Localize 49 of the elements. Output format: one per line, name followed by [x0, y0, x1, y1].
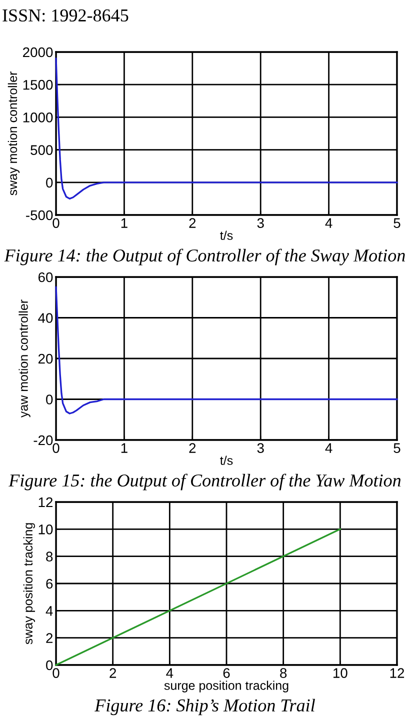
x-tick-label: 0 [52, 668, 60, 678]
text: Figure 15: the Output of Controller of the Yaw Motion [8, 474, 401, 490]
x-tick-label: 4 [325, 443, 332, 453]
y-tick-label: 4 [46, 606, 53, 616]
x-axis-title: surge position tracking [164, 680, 288, 692]
y-tick-label: 2000 [23, 47, 53, 58]
y-tick-label: 0 [46, 394, 53, 404]
y-tick-label: 0 [46, 178, 53, 188]
y-tick-label: 0 [46, 660, 53, 670]
x-tick-label: 1 [121, 218, 128, 228]
x-tick-label: 1 [121, 443, 128, 453]
text: Figure 14: the Output of Controller of the Sway Motion [4, 248, 405, 266]
y-tick-label: 40 [38, 313, 53, 323]
x-tick-label: 8 [280, 668, 287, 678]
line-series [55, 58, 398, 200]
y-tick-label: 6 [46, 578, 53, 589]
y-tick-label: 10 [38, 524, 53, 534]
text: ISSN: 1992-8645 [2, 9, 128, 22]
x-tick-label: 2 [189, 218, 196, 228]
x-tick-label: 5 [394, 443, 400, 453]
y-tick-label: -500 [26, 210, 53, 220]
x-axis-title: t/s [220, 230, 233, 240]
y-tick-label: 500 [30, 145, 53, 155]
x-tick-label: 4 [166, 668, 174, 678]
x-tick-label: 6 [223, 668, 230, 678]
y-tick-label: 60 [38, 272, 53, 282]
x-tick-label: 3 [257, 443, 264, 453]
x-tick-label: 12 [390, 668, 404, 678]
y-tick-label: 1000 [23, 112, 53, 122]
line-series [55, 286, 398, 414]
x-tick-label: 0 [52, 218, 60, 228]
y-axis-title: sway motion controller [8, 72, 20, 196]
y-tick-label: 20 [38, 354, 53, 364]
y-tick-label: 2 [46, 633, 53, 643]
y-tick-label: 8 [46, 552, 53, 562]
y-tick-label: 12 [38, 497, 53, 508]
x-tick-label: 2 [110, 668, 116, 678]
x-tick-label: 2 [189, 443, 196, 453]
x-tick-label: 10 [334, 668, 348, 678]
x-axis-title: t/s [220, 456, 233, 465]
y-tick-label: 1500 [23, 80, 53, 90]
y-axis-title: sway position tracking [23, 523, 35, 644]
x-tick-label: 3 [257, 218, 264, 228]
x-tick-label: 4 [325, 218, 332, 228]
x-tick-label: 0 [52, 443, 60, 453]
text: Figure 16: Ship’s Motion Trail [94, 698, 315, 716]
y-tick-label: -20 [34, 435, 53, 446]
y-axis-title: yaw motion controller [18, 300, 30, 418]
x-tick-label: 5 [394, 218, 400, 228]
